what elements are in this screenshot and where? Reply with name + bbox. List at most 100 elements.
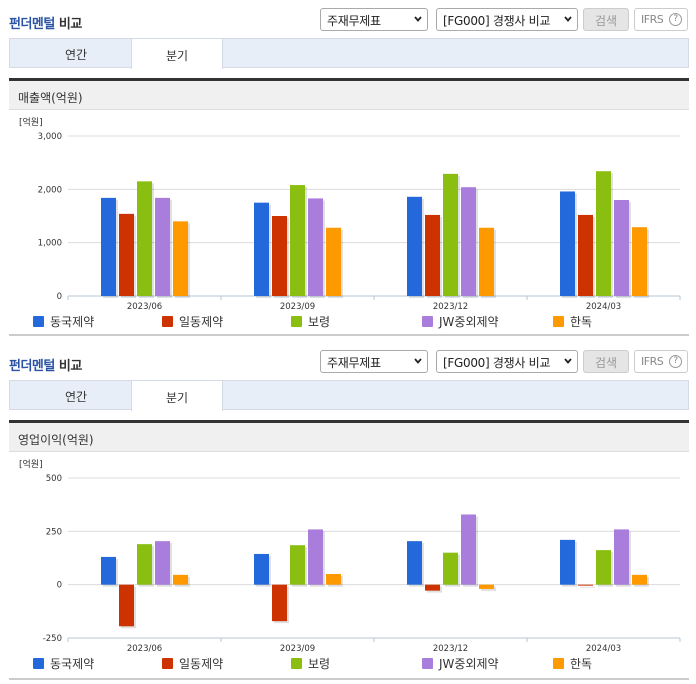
search-button[interactable]: 검색 [583,8,629,31]
legend-item[interactable]: 보령 [291,655,330,672]
bar[interactable] [578,214,593,296]
legend-item[interactable]: 동국제약 [33,655,94,672]
bar[interactable] [101,197,116,296]
bar[interactable] [461,187,476,296]
bar[interactable] [326,227,341,296]
bar[interactable] [407,541,422,585]
bar[interactable] [614,529,629,585]
legend-item[interactable]: 동국제약 [33,313,94,330]
ifrs-button[interactable]: IFRS ? [634,8,688,31]
tab-annual[interactable]: 연간 [64,48,88,62]
bar[interactable] [479,227,494,296]
x-tick-label: 2024/03 [586,644,621,652]
y-tick-label: -250 [43,634,62,644]
legend-item[interactable]: JW중외제약 [422,313,499,330]
operating-profit-bar-chart: [억원] -250 0 250 500 2023/06 2023/09 2023/12 2024… [19,458,681,652]
bar[interactable] [101,556,116,585]
bar[interactable] [155,541,170,585]
bar[interactable] [290,185,305,296]
bar[interactable] [407,196,422,296]
bar[interactable] [461,514,476,585]
x-tick-label: 2023/12 [433,302,468,310]
page-title: 펀더멘털 비교 [9,359,82,374]
chart-legend: 동국제약 일동제약 보령 JW중외제약 한독 [0,313,696,329]
bar[interactable] [425,584,440,591]
legend-swatch-icon [553,316,564,327]
bar[interactable] [425,214,440,296]
bar[interactable] [272,584,287,622]
legend-swatch-icon [162,658,173,669]
bar[interactable] [308,529,323,585]
y-tick-label: 0 [57,581,62,591]
legend-item[interactable]: JW중외제약 [422,655,499,672]
statement-select[interactable]: 주재무제표 [320,8,428,31]
bar[interactable] [137,181,152,296]
legend-item[interactable]: 한독 [553,655,592,672]
x-tick-label: 2023/09 [280,644,315,652]
bar[interactable] [290,545,305,585]
bar[interactable] [308,198,323,296]
revenue-bar-chart: [억원] 0 1,000 2,000 3,000 2023/06 2023/09 2023/1… [19,116,681,310]
legend-swatch-icon [291,658,302,669]
x-tick-label: 2023/12 [433,644,468,652]
bar[interactable] [119,584,134,627]
bar[interactable] [119,213,134,296]
peer-group-select[interactable]: [FG000] 경쟁사 비교 [436,8,578,31]
help-icon[interactable]: ? [669,355,682,368]
bar[interactable] [632,574,647,585]
legend-item[interactable]: 일동제약 [162,655,223,672]
bar[interactable] [578,584,593,586]
legend-swatch-icon [422,658,433,669]
legend-item[interactable]: 한독 [553,313,592,330]
bar[interactable] [479,584,494,589]
bar[interactable] [443,173,458,296]
bar[interactable] [173,221,188,296]
bar[interactable] [596,550,611,585]
legend-item[interactable]: 보령 [291,313,330,330]
ifrs-button[interactable]: IFRS ? [634,350,688,373]
legend-swatch-icon [291,316,302,327]
y-tick-label: 2,000 [38,185,62,195]
divider [9,334,689,336]
bar[interactable] [614,200,629,296]
bar[interactable] [155,197,170,296]
bar[interactable] [560,539,575,585]
bar[interactable] [272,216,287,296]
bar[interactable] [596,171,611,296]
y-tick-label: 0 [57,292,62,302]
legend-swatch-icon [33,658,44,669]
bar[interactable] [443,552,458,585]
chevron-down-icon [564,16,572,22]
bar[interactable] [326,574,341,585]
y-axis-unit-label: [억원] [19,458,43,470]
y-tick-label: 500 [46,474,62,484]
bar[interactable] [254,553,269,585]
divider [9,678,689,680]
bar[interactable] [137,544,152,585]
legend-item[interactable]: 일동제약 [162,313,223,330]
chart-legend: 동국제약 일동제약 보령 JW중외제약 한독 [0,655,696,671]
search-button[interactable]: 검색 [583,350,629,373]
chevron-down-icon [414,16,422,22]
peer-group-select[interactable]: [FG000] 경쟁사 비교 [436,350,578,373]
chart-title: 매출액(억원) [9,78,689,110]
page-title: 펀더멘털 비교 [9,17,82,32]
x-tick-label: 2023/09 [280,302,315,310]
legend-swatch-icon [422,316,433,327]
fundamental-section-revenue: 펀더멘털 비교 주재무제표 [FG000] 경쟁사 비교 검색 IFRS ? 연… [0,0,696,336]
period-tabs: 연간 분기 [9,38,689,69]
bar[interactable] [173,574,188,585]
x-tick-label: 2023/06 [127,302,162,310]
period-tabs: 연간 분기 [9,380,689,411]
chart-title: 영업이익(억원) [9,420,689,452]
legend-swatch-icon [553,658,564,669]
bar[interactable] [560,191,575,296]
legend-swatch-icon [33,316,44,327]
tab-annual[interactable]: 연간 [64,390,88,404]
bar[interactable] [254,202,269,296]
statement-select[interactable]: 주재무제표 [320,350,428,373]
tab-quarterly[interactable]: 분기 [131,380,223,411]
tab-quarterly[interactable]: 분기 [131,38,223,69]
bar[interactable] [632,227,647,296]
help-icon[interactable]: ? [669,13,682,26]
